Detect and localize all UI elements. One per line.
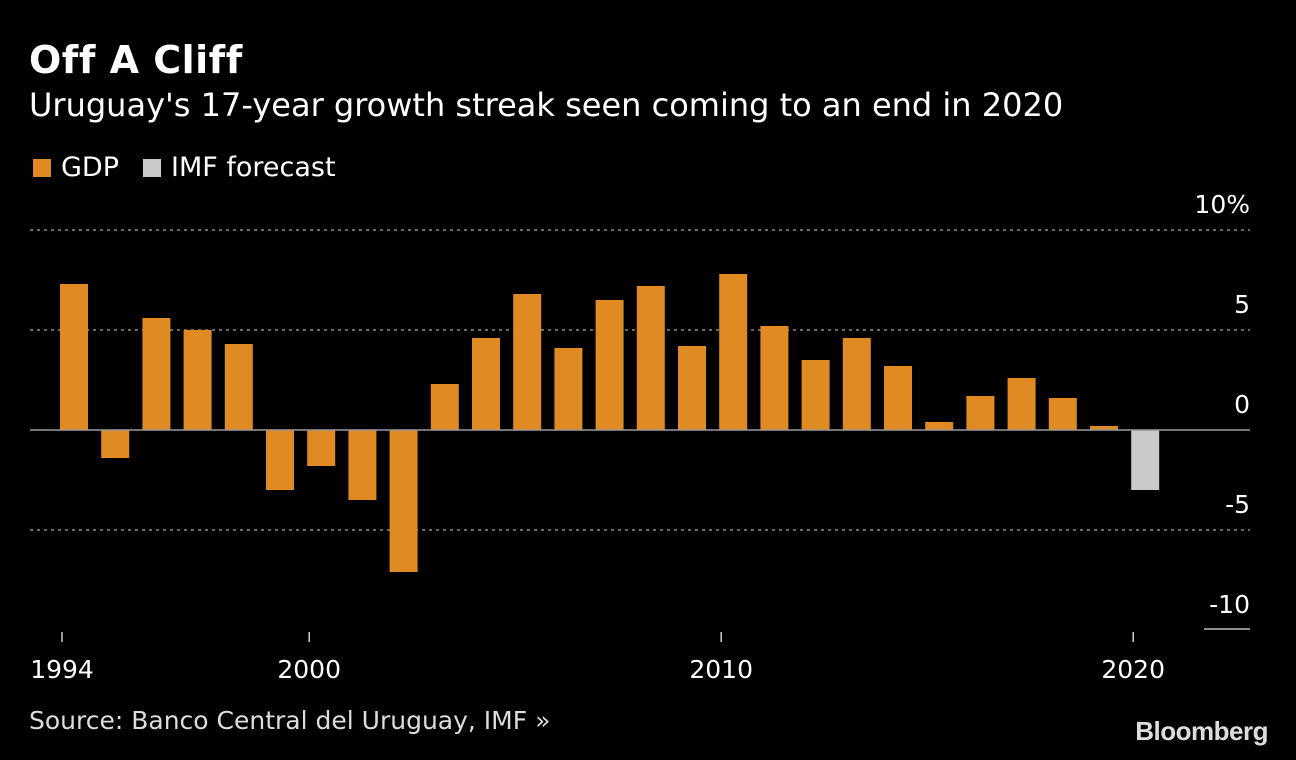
bar-gdp-2002 [389, 430, 418, 572]
bar-gdp-2003 [430, 384, 459, 430]
bar-gdp-2008 [636, 286, 665, 430]
y-tick-label: -10 [1209, 590, 1250, 619]
y-tick-label: -5 [1225, 490, 1250, 519]
bar-gdp-2010 [719, 274, 748, 430]
bar-gdp-2006 [554, 348, 583, 430]
bar-gdp-2013 [842, 338, 871, 430]
bar-gdp-1997 [183, 330, 212, 430]
x-tick-label: 1994 [30, 655, 94, 684]
bar-gdp-2005 [513, 294, 542, 430]
bar-gdp-2007 [595, 300, 624, 430]
bar-gdp-2016 [966, 396, 995, 430]
bar-gdp-2015 [925, 422, 954, 430]
x-tick-label: 2020 [1101, 655, 1165, 684]
bar-imf-forecast-2020 [1131, 430, 1160, 490]
chart-title: Off A Cliff [29, 38, 243, 82]
legend-label-gdp: GDP [61, 152, 119, 183]
legend: GDP IMF forecast [33, 152, 360, 183]
legend-swatch-imf-forecast [143, 158, 161, 177]
bar-gdp-2000 [307, 430, 336, 466]
bar-gdp-1994 [60, 284, 88, 430]
y-tick-label: 0 [1234, 390, 1250, 419]
bar-gdp-2011 [760, 326, 789, 430]
bar-gdp-1995 [101, 430, 130, 458]
legend-item-gdp: GDP [33, 152, 119, 183]
chart-subtitle: Uruguay's 17-year growth streak seen com… [29, 86, 1064, 124]
y-tick-label: 5 [1234, 290, 1250, 319]
bar-gdp-2001 [348, 430, 377, 500]
bar-gdp-2009 [678, 346, 706, 430]
bar-gdp-1996 [142, 318, 171, 430]
bar-gdp-2012 [801, 360, 830, 430]
legend-item-imf-forecast: IMF forecast [143, 152, 336, 183]
bar-gdp-2017 [1007, 378, 1036, 430]
bar-gdp-1999 [266, 430, 294, 490]
bar-gdp-2014 [884, 366, 912, 430]
legend-label-imf-forecast: IMF forecast [171, 152, 336, 183]
bloomberg-logo: Bloomberg [1135, 716, 1268, 746]
source-note: Source: Banco Central del Uruguay, IMF » [29, 706, 551, 735]
x-tick-label: 2010 [689, 655, 753, 684]
y-tick-label: 10% [1194, 190, 1250, 219]
bar-gdp-2018 [1048, 398, 1077, 430]
bar-gdp-2004 [472, 338, 500, 430]
legend-swatch-gdp [33, 158, 51, 177]
bar-gdp-2019 [1090, 426, 1118, 430]
x-tick-label: 2000 [277, 655, 341, 684]
bar-gdp-1998 [224, 344, 253, 430]
